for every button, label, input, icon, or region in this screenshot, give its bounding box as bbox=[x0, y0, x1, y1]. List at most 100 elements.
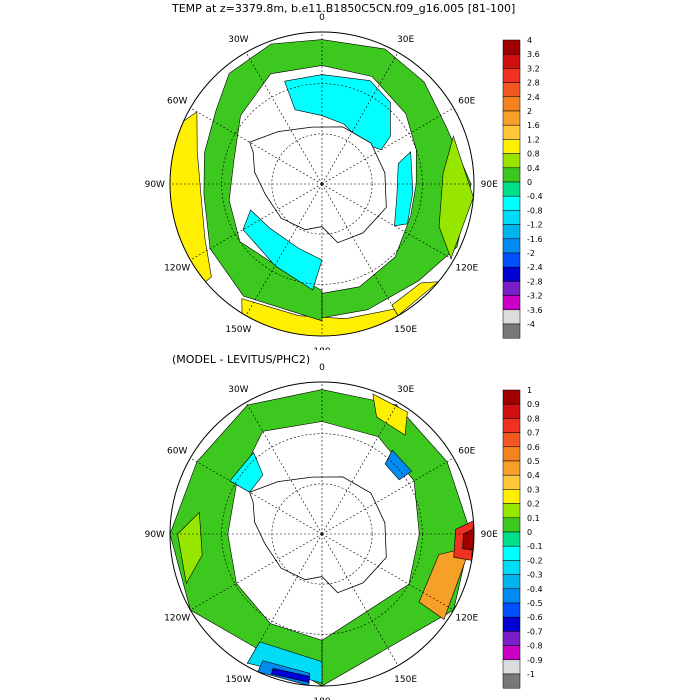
colorbar-label: -0.2 bbox=[527, 556, 543, 565]
colorbar-swatch bbox=[502, 224, 521, 240]
colorbar-label: -0.8 bbox=[527, 642, 543, 651]
colorbar-label: 0.4 bbox=[527, 164, 540, 173]
longitude-label: 120W bbox=[164, 264, 190, 274]
colorbar-swatch bbox=[502, 588, 521, 604]
colorbar-swatch bbox=[502, 266, 521, 282]
colorbar-label: -0.5 bbox=[527, 599, 543, 608]
meridian-line bbox=[245, 402, 323, 535]
meridian-line bbox=[321, 183, 454, 261]
colorbar-label: 1.6 bbox=[527, 121, 540, 130]
meridian-line bbox=[245, 533, 323, 666]
colorbar-swatch bbox=[502, 53, 521, 69]
meridian-line bbox=[245, 52, 323, 185]
longitude-label: 180 bbox=[313, 697, 330, 700]
colorbar-label: -4 bbox=[527, 320, 535, 329]
colorbar-label: -2.8 bbox=[527, 277, 543, 286]
colorbar-label: -0.9 bbox=[527, 656, 543, 665]
colorbar-label: -1.6 bbox=[527, 235, 543, 244]
colorbar-swatch bbox=[502, 489, 521, 504]
longitude-label: 120E bbox=[455, 264, 478, 274]
colorbar-swatch bbox=[502, 210, 521, 225]
meridian-line bbox=[190, 107, 323, 185]
colorbar-label: -0.6 bbox=[527, 613, 543, 622]
meridian-line bbox=[321, 457, 454, 535]
colorbar-swatch bbox=[502, 195, 521, 211]
colorbar-swatch bbox=[502, 295, 521, 311]
antarctica-coastline bbox=[249, 126, 387, 244]
colorbar-label: 0.6 bbox=[527, 443, 540, 452]
colorbar-label: 0.5 bbox=[527, 457, 540, 466]
colorbar-label: 0.9 bbox=[527, 400, 540, 409]
colorbar-label: -0.1 bbox=[527, 542, 543, 551]
colorbar-swatch bbox=[502, 389, 521, 405]
colorbar-label: 2.8 bbox=[527, 79, 540, 88]
colorbar-swatch bbox=[502, 238, 521, 254]
colorbar-swatch bbox=[502, 82, 521, 98]
colorbar-label: 0.2 bbox=[527, 500, 540, 509]
longitude-label: 150E bbox=[394, 325, 417, 335]
colorbar-swatch bbox=[502, 432, 521, 448]
colorbar-label: 2.4 bbox=[527, 93, 540, 102]
latitude-circle bbox=[271, 483, 373, 585]
colorbar-swatch bbox=[502, 631, 521, 646]
longitude-label: 150W bbox=[225, 325, 251, 335]
colorbar-swatch bbox=[502, 181, 521, 197]
colorbar-swatch bbox=[502, 252, 521, 268]
colorbar-label: 0 bbox=[527, 528, 532, 537]
region-diff-darkblue-180 bbox=[270, 667, 310, 683]
colorbar-swatch bbox=[502, 68, 521, 83]
region-pacific-warm bbox=[170, 111, 212, 288]
region-east-yellow bbox=[391, 281, 440, 317]
colorbar-swatch bbox=[502, 110, 521, 126]
colorbar-swatch bbox=[502, 659, 521, 675]
colorbar-swatch bbox=[502, 545, 521, 561]
longitude-label: 0 bbox=[319, 363, 325, 373]
colorbar-label: -0.3 bbox=[527, 571, 543, 580]
longitude-label: 60W bbox=[167, 96, 187, 106]
longitude-label: 30W bbox=[228, 35, 248, 45]
longitude-label: 180 bbox=[313, 347, 330, 350]
colorbar-swatch bbox=[502, 460, 521, 476]
colorbar-label: 0 bbox=[527, 178, 532, 187]
longitude-label: 150E bbox=[394, 675, 417, 685]
colorbar-swatch bbox=[502, 323, 521, 339]
meridian-line bbox=[190, 457, 323, 535]
region-diff-yellow-30e bbox=[372, 393, 408, 436]
colorbar-label: 4 bbox=[527, 36, 532, 45]
longitude-label: 30E bbox=[397, 35, 414, 45]
colorbar-swatch bbox=[502, 153, 521, 169]
meridian-line bbox=[321, 52, 399, 185]
colorbar-label: -2.4 bbox=[527, 263, 543, 272]
longitude-label: 30E bbox=[397, 385, 414, 395]
colorbar-swatch bbox=[502, 616, 521, 632]
meridian-line bbox=[321, 183, 399, 316]
colorbar-swatch bbox=[502, 503, 521, 519]
colorbar-swatch bbox=[502, 531, 521, 547]
colorbar-swatch bbox=[502, 309, 521, 325]
colorbar-swatch bbox=[502, 574, 521, 590]
colorbar-label: 0.8 bbox=[527, 414, 540, 423]
colorbar-swatch bbox=[502, 139, 521, 154]
meridian-line bbox=[321, 402, 399, 535]
colorbar-swatch bbox=[502, 446, 521, 462]
meridian-line bbox=[245, 183, 323, 316]
colorbar-label: -0.7 bbox=[527, 627, 543, 636]
longitude-label: 60E bbox=[458, 446, 475, 456]
top-map-title: TEMP at z=3379.8m, b.e11.B1850C5CN.f09_g… bbox=[172, 2, 516, 15]
colorbar-swatch bbox=[502, 645, 521, 661]
meridian-line bbox=[190, 183, 323, 261]
map-boundary bbox=[169, 381, 475, 687]
region-ross-cyan bbox=[242, 209, 323, 291]
colorbar-label: 3.6 bbox=[527, 50, 540, 59]
bottom-polar-map: 0 30E 60E 90E 120E 150E 180 150W 120W 90W 60W 30W 1 0… bbox=[145, 363, 543, 700]
region-diff-blue-45e bbox=[384, 449, 413, 481]
colorbar: 4 3.6 3.2 2.8 2.4 2 1.6 1.2 0.8 0.4 0 -0.4 -0.8 -1.2 -… bbox=[502, 36, 543, 339]
longitude-label: 90E bbox=[481, 180, 498, 190]
colorbar-label: 1.2 bbox=[527, 135, 540, 144]
colorbar-label: -0.4 bbox=[527, 192, 543, 201]
colorbar-label: 2 bbox=[527, 107, 532, 116]
colorbar-swatch bbox=[502, 403, 521, 419]
longitude-label: 120E bbox=[455, 614, 478, 624]
colorbar-label: 0.1 bbox=[527, 514, 540, 523]
colorbar-swatch bbox=[502, 673, 521, 689]
